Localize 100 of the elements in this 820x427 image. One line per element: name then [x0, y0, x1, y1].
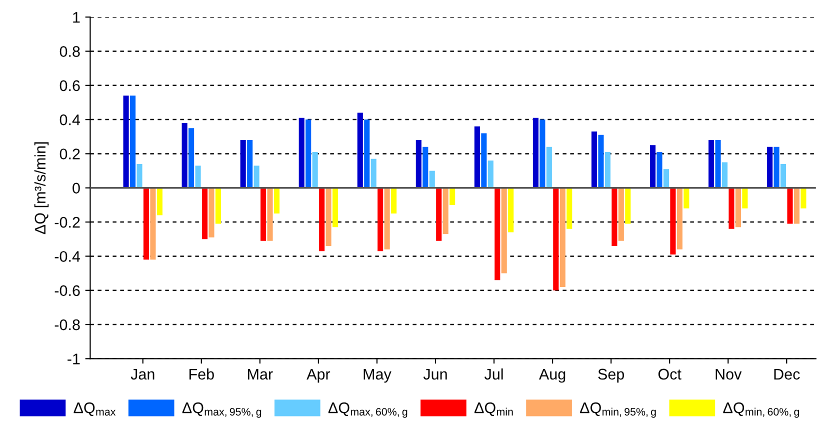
bar — [254, 166, 260, 188]
y-tick-label: -1 — [68, 354, 80, 364]
bar — [715, 140, 721, 188]
legend-label: ΔQ$_{max,95%,g}$ — [182, 402, 262, 418]
bar — [391, 188, 397, 214]
bar — [156, 188, 162, 216]
bar — [708, 140, 714, 188]
bar — [566, 188, 572, 229]
bar — [188, 128, 194, 188]
x-tick-label: Jun — [423, 368, 447, 380]
bar — [260, 188, 266, 241]
bar — [625, 188, 631, 224]
bar — [150, 188, 156, 260]
x-tick-label: Dec — [774, 368, 800, 380]
x-tick-label: Jul — [484, 368, 503, 380]
y-tick-label: -0.2 — [54, 216, 80, 228]
bar — [728, 188, 734, 229]
y-tick-label: 1 — [73, 12, 80, 23]
bar — [267, 188, 273, 241]
bar — [508, 188, 514, 232]
x-tick-label: Aug — [538, 368, 566, 383]
bar — [481, 133, 487, 188]
bar — [370, 158, 376, 188]
y-tick-label: -0.8 — [54, 319, 80, 330]
bar — [298, 118, 304, 188]
x-tick-label: Oct — [658, 368, 682, 380]
bar — [143, 188, 150, 260]
bar — [656, 152, 662, 188]
bar — [332, 188, 338, 228]
legend-label: ΔQ$_{max}$ — [74, 402, 116, 416]
bar — [136, 164, 142, 188]
x-tick-label: May — [364, 368, 392, 383]
bar — [780, 164, 786, 188]
bar — [794, 188, 800, 224]
y-tick-label: -0.4 — [54, 251, 80, 262]
bar — [422, 146, 428, 188]
bar — [532, 118, 538, 188]
y-tick-label: 0.6 — [60, 80, 80, 92]
y-tick-label: 0 — [72, 182, 80, 194]
bar — [436, 188, 442, 241]
x-tick-label: Apr — [306, 368, 330, 383]
bar — [604, 152, 610, 188]
bar — [546, 146, 552, 188]
y-tick-label: -0.6 — [54, 285, 80, 296]
bar — [735, 188, 741, 228]
bar — [494, 188, 500, 280]
x-tick-label: Sep — [598, 368, 624, 383]
y-tick-label: 0.8 — [60, 46, 80, 57]
bar — [663, 169, 670, 188]
bar — [182, 122, 188, 188]
bar — [612, 188, 618, 246]
bar — [742, 188, 748, 208]
legend-label: ΔQ$_{min,60%,g}$ — [723, 402, 799, 418]
bar — [202, 188, 208, 240]
bar — [676, 188, 682, 250]
bar — [767, 146, 773, 188]
bar — [722, 162, 728, 188]
bar — [501, 188, 507, 274]
legend-label: ΔQ$_{min}$ — [474, 402, 513, 416]
legend-label: ΔQ$_{max,60%,g}$ — [328, 402, 408, 418]
x-tick-label: Feb — [189, 368, 214, 380]
bar — [130, 96, 136, 188]
y-axis-title: ΔQ [m³/s/min] — [34, 142, 49, 234]
bar — [787, 188, 793, 224]
bar — [618, 188, 624, 241]
bar — [384, 188, 390, 250]
x-tick-label: Mar — [248, 368, 273, 380]
bar — [240, 140, 246, 188]
bar — [650, 145, 656, 188]
bar — [357, 112, 363, 188]
bar — [598, 134, 604, 188]
bar — [560, 188, 566, 287]
bar — [774, 146, 780, 188]
x-tick-label: Jan — [130, 368, 154, 380]
bar — [684, 188, 690, 208]
legend-label: ΔQ$_{min,95%,g}$ — [580, 402, 656, 418]
bar — [319, 188, 325, 252]
bar — [215, 188, 221, 224]
bar — [195, 166, 201, 188]
bar — [450, 188, 456, 205]
bar — [800, 188, 806, 208]
bar — [364, 120, 370, 188]
bar — [591, 132, 598, 188]
bar — [123, 96, 129, 188]
bar — [488, 160, 494, 188]
bar — [247, 140, 253, 188]
bar — [474, 126, 480, 188]
y-tick-label: 0.2 — [60, 148, 80, 160]
bar — [312, 152, 318, 188]
x-tick-label: Nov — [716, 368, 742, 380]
bar — [208, 188, 214, 238]
bar — [326, 188, 332, 246]
y-tick-label: 0.4 — [60, 114, 80, 126]
bar — [416, 140, 422, 188]
bar — [553, 188, 559, 290]
bar — [378, 188, 384, 252]
bar — [274, 188, 280, 214]
bar — [429, 170, 435, 188]
bar — [670, 188, 676, 254]
bar — [540, 120, 546, 188]
